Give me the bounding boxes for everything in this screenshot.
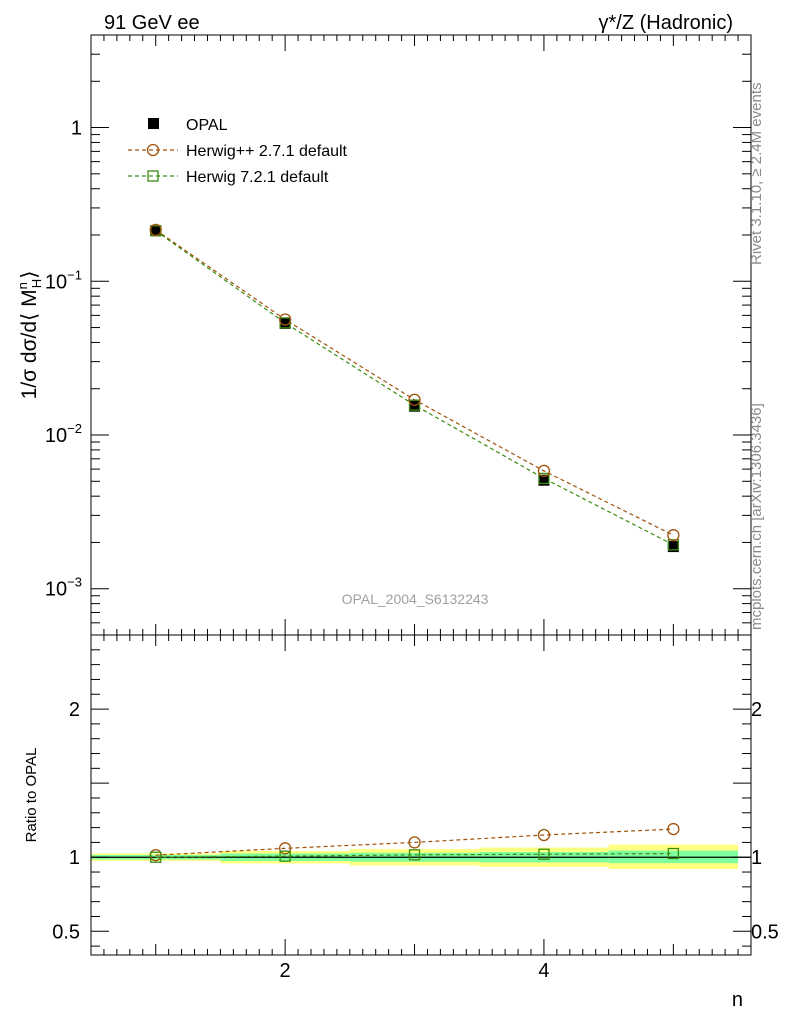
- point-0-0: [150, 225, 162, 237]
- y-tick-exp: −2: [67, 421, 82, 436]
- series-line-2: [155, 230, 674, 546]
- ratio-point-1-1: [279, 850, 291, 862]
- ratio-y-tick-label-left: 2: [69, 699, 80, 721]
- y-tick-label-3: 1: [71, 118, 82, 140]
- point-2-3: [538, 472, 550, 485]
- legend-marker-herwig7: [147, 170, 159, 182]
- y-tick-label-0: 10−3: [45, 575, 82, 601]
- header-left: 91 GeV ee: [104, 12, 200, 34]
- ratio-line-0: [155, 828, 674, 856]
- x-tick-label: 2: [280, 960, 291, 982]
- x-axis-label: n: [732, 989, 743, 1011]
- tick-labels: 2 410−310−210−110.5 0.51 12 2: [45, 118, 779, 982]
- legend-marker-herwigpp: [146, 143, 160, 157]
- ratio-line-1: [155, 852, 674, 858]
- legend-marker-opal: [148, 118, 159, 129]
- point-1-3: [537, 464, 551, 478]
- point-2-4: [667, 539, 680, 551]
- y-label-sup: n: [15, 282, 30, 289]
- header-right: γ*/Z (Hadronic): [599, 12, 733, 34]
- x-tick-label: 4: [538, 960, 549, 982]
- analysis-watermark: OPAL_2004_S6132243: [342, 591, 489, 607]
- point-2-2: [408, 399, 421, 411]
- series-layer: [149, 223, 680, 863]
- ratio-y-tick-label-right: 0.5: [751, 921, 779, 943]
- lower-y-axis-label: Ratio to OPAL: [23, 748, 40, 843]
- legend-label-herwigpp: Herwig++ 2.7.1 default: [186, 143, 348, 160]
- mcplots-label: mcplots.cern.ch [arXiv:1306.3436]: [748, 403, 765, 630]
- rivet-version-label: Rivet 3.1.10, ≥ 2.4M events: [748, 83, 765, 266]
- axes-frames: [90, 34, 752, 956]
- point-0-1: [279, 317, 291, 329]
- point-0-3: [538, 474, 550, 486]
- ratio-point-0-3: [537, 828, 551, 842]
- y-tick-exp: −3: [67, 575, 82, 590]
- y-tick-exp: −1: [67, 267, 82, 282]
- ratio-y-tick-label-right: 1: [751, 847, 762, 869]
- y-tick-label-2: 10−1: [45, 267, 82, 293]
- ratio-y-tick-label-left: 0.5: [52, 921, 80, 943]
- y-tick-base: 10: [45, 579, 67, 601]
- ratio-point-1-4: [667, 847, 680, 860]
- lower-plot-frame: [90, 634, 752, 956]
- ratio-point-1-0: [150, 851, 162, 863]
- ratio-y-tick-label-right: 2: [751, 699, 762, 721]
- y-tick-base: 1: [71, 118, 82, 140]
- point-0-4: [667, 541, 679, 553]
- legend-label-herwig7: Herwig 7.2.1 default: [186, 169, 329, 186]
- series-line-1: [155, 229, 674, 536]
- y-tick-label-1: 10−2: [45, 421, 82, 447]
- point-1-4: [667, 529, 680, 542]
- y-tick-base: 10: [45, 271, 67, 293]
- ratio-point-1-2: [408, 849, 421, 861]
- y-label-main: 1/σ dσ/d⟨ M: [18, 289, 41, 399]
- ratio-point-1-3: [538, 848, 550, 860]
- y-tick-base: 10: [45, 425, 67, 447]
- point-1-2: [408, 393, 421, 406]
- ratio-point-0-2: [408, 836, 421, 849]
- ratio-y-tick-label-left: 1: [69, 847, 80, 869]
- ratio-point-0-4: [667, 822, 680, 836]
- y-label-tail: ⟩: [18, 271, 41, 279]
- ratio-point-0-1: [278, 842, 292, 855]
- point-1-0: [149, 223, 162, 237]
- y-label-sub: H: [29, 279, 44, 288]
- upper-y-axis-label: 1/σ dσ/d⟨ MnH⟩: [15, 271, 44, 400]
- legend-label-opal: OPAL: [186, 117, 228, 134]
- legend: OPAL Herwig++ 2.7.1 default Herwig 7.2.1…: [128, 117, 348, 186]
- point-0-2: [409, 400, 421, 412]
- point-1-1: [278, 313, 292, 326]
